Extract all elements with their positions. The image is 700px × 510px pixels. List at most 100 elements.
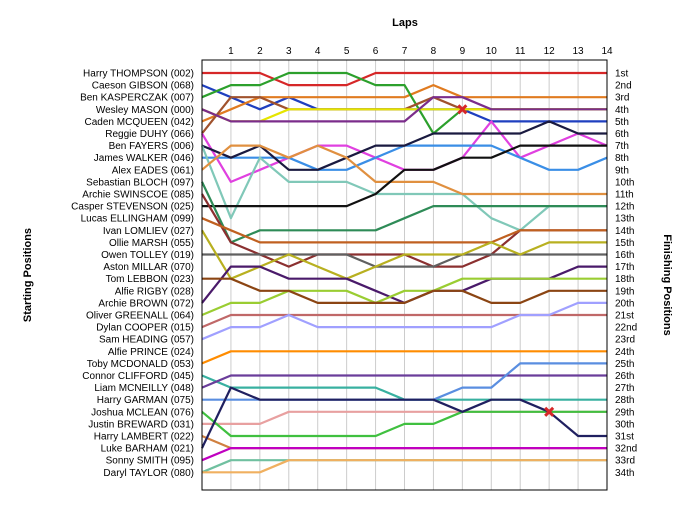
finish-label: 8th [615,153,629,164]
x-axis-title: Laps [392,17,418,29]
finish-label: 22nd [615,323,637,334]
driver-label: James WALKER (046) [94,153,194,164]
finish-label: 23rd [615,335,635,346]
driver-label: Liam MCNEILLY (048) [94,383,194,394]
driver-label: Alex EADES (061) [112,165,194,176]
x-tick-label: 6 [373,46,379,57]
driver-label: Connor CLIFFORD (045) [82,371,194,382]
driver-label: Caeson GIBSON (068) [92,81,194,92]
series-line [201,277,607,317]
driver-label: Archie SWINSCOE (085) [82,190,194,201]
series-line [201,181,607,244]
series-line [202,71,607,87]
x-tick-label: 9 [460,46,466,57]
driver-label: Lucas ELLINGHAM (099) [81,214,194,225]
series-line [201,144,607,196]
finish-label: 3rd [615,93,629,104]
finish-label: 16th [615,250,634,261]
driver-label: Ben FAYERS (006) [109,141,194,152]
driver-label: Luke BARHAM (021) [101,444,194,455]
starting-position-labels: Harry THOMPSON (002)Caeson GIBSON (068)B… [71,69,194,479]
driver-label: Reggie DUHY (066) [105,129,194,140]
finish-label: 9th [615,165,629,176]
finish-label: 27th [615,383,634,394]
driver-label: Ollie MARSH (055) [109,238,194,249]
finish-label: 29th [615,407,634,418]
driver-label: Toby MCDONALD (053) [87,359,194,370]
finish-label: 14th [615,226,634,237]
x-tick-label: 8 [431,46,437,57]
x-tick-label: 1 [228,46,234,57]
driver-label: Justin BREWARD (031) [88,419,194,430]
driver-label: Harry LAMBERT (022) [94,432,194,443]
driver-label: Caden MCQUEEN (042) [85,117,194,128]
x-tick-label: 3 [286,46,292,57]
finish-label: 32nd [615,444,637,455]
driver-label: Casper STEVENSON (025) [71,202,194,213]
x-tick-label: 10 [486,46,498,57]
finish-label: 10th [615,177,634,188]
retirement-marker [457,104,468,115]
retirement-marker [544,406,555,417]
driver-label: Archie BROWN (072) [98,298,194,309]
driver-label: Alfie RIGBY (028) [115,286,194,297]
series-line [201,374,607,389]
finish-label: 33rd [615,456,635,467]
finish-label: 34th [615,468,634,479]
series-line [200,145,607,232]
series-line [201,301,607,341]
x-tick-label: 4 [315,46,321,57]
series-line [202,144,607,208]
series-line [201,217,607,244]
finish-label: 24th [615,347,634,358]
x-tick-label: 13 [573,46,585,57]
series-line [201,83,607,123]
x-tick-label: 12 [544,46,556,57]
series-line [202,459,607,474]
driver-label: Ivan LOMLIEV (027) [103,226,194,237]
finish-label: 2nd [615,81,632,92]
x-tick-label: 11 [515,46,526,57]
finish-label: 1st [615,69,629,80]
finish-label: 13th [615,214,634,225]
series-line [201,120,607,171]
driver-label: Sonny SMITH (095) [106,456,194,467]
finish-label: 11th [615,190,634,201]
y-axis-title-right: Finishing Positions [661,234,673,335]
series-line [202,277,607,304]
series-line [201,96,607,123]
driver-label: Wesley MASON (000) [96,105,194,116]
driver-label: Daryl TAYLOR (080) [103,468,194,479]
series-line [201,386,607,449]
finishing-position-labels: 1st2nd3rd4th5th6th7th8th9th10th11th12th1… [615,69,637,479]
driver-label: Aston MILLAR (070) [103,262,194,273]
finish-label: 7th [615,141,629,152]
finish-label: 30th [615,419,634,430]
series-lines [200,71,608,474]
series-line [201,410,607,438]
driver-label: Sebastian BLOCH (097) [86,177,194,188]
x-tick-label: 7 [402,46,408,57]
finish-label: 25th [615,359,634,370]
driver-label: Alfie PRINCE (024) [108,347,194,358]
finish-label: 20th [615,298,634,309]
driver-label: Harry GARMAN (075) [97,395,194,406]
finish-label: 17th [615,262,634,273]
plot-frame [201,59,608,491]
x-tick-labels: 1 2 3 4 5 6 7 8 9 10 11 12 13 14 [228,46,613,57]
series-line [201,350,607,365]
driver-label: Oliver GREENALL (064) [86,311,194,322]
driver-label: Sam HEADING (057) [99,335,194,346]
driver-label: Ben KASPERCZAK (007) [80,93,194,104]
series-line [202,253,607,268]
driver-label: Dylan COOPER (015) [96,323,194,334]
driver-label: Joshua MCLEAN (076) [91,407,194,418]
x-tick-label: 14 [601,46,613,57]
y-axis-title-left: Starting Positions [22,228,34,322]
finish-label: 31st [615,432,634,443]
finish-label: 18th [615,274,634,285]
x-tick-label: 5 [344,46,350,57]
finish-label: 5th [615,117,629,128]
finish-label: 12th [615,202,634,213]
